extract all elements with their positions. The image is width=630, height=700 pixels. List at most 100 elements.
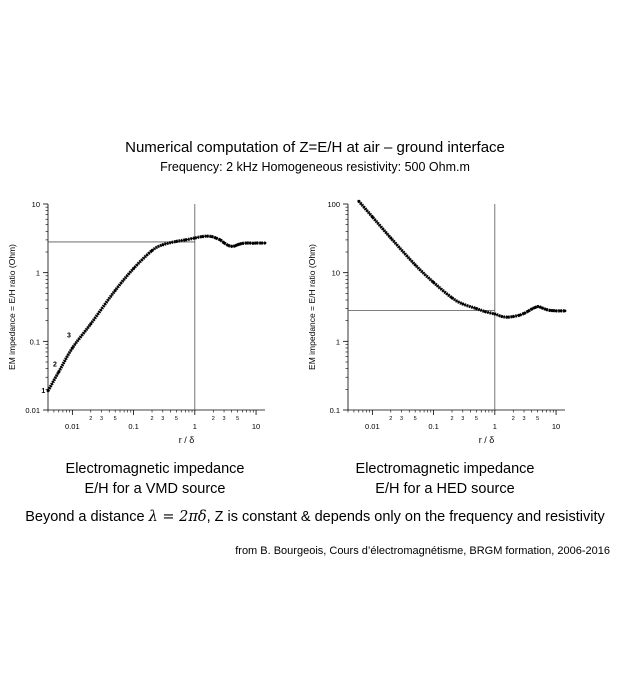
y-tick-label: 0.1	[330, 406, 340, 415]
curve-point-label: 1	[41, 388, 45, 395]
vmd-caption-line-2: E/H for a VMD source	[84, 481, 226, 497]
x-tick-label: 0.1	[428, 422, 438, 431]
impedance-data-point	[500, 315, 504, 318]
impedance-data-point	[233, 244, 237, 248]
impedance-data-point	[538, 305, 542, 309]
impedance-data-point	[533, 306, 537, 309]
vmd-chart-caption: Electromagnetic impedance E/H for a VMD …	[10, 459, 300, 499]
x-axis-title: r / δ	[179, 435, 195, 445]
impedance-data-point	[536, 305, 540, 309]
impedance-data-point	[505, 315, 509, 319]
x-tick-label: 0.01	[65, 422, 80, 431]
impedance-data-point	[241, 241, 244, 245]
conclusion-statement: Beyond a distance λ = 2πδ, Z is constant…	[0, 509, 630, 525]
x-tick-label: 1	[493, 422, 497, 431]
impedance-data-point	[545, 308, 548, 311]
wavelength-formula: λ = 2πδ	[148, 509, 207, 525]
impedance-data-point	[541, 306, 544, 310]
impedance-data-point	[413, 263, 417, 267]
x-minor-tick-label: 5	[536, 416, 539, 422]
page-title: Numerical computation of Z=E/H at air – …	[125, 139, 505, 156]
x-minor-tick-label: 3	[523, 416, 526, 422]
impedance-data-point	[251, 241, 255, 245]
impedance-data-point	[200, 235, 204, 239]
x-minor-tick-label: 3	[400, 416, 403, 422]
impedance-data-point	[248, 241, 252, 245]
conclusion-text-end: , Z is constant & depends only on the fr…	[206, 509, 605, 525]
impedance-data-point	[551, 309, 555, 313]
impedance-data-point	[238, 242, 242, 246]
y-tick-label: 1	[36, 269, 40, 278]
conclusion-text-start: Beyond a distance	[25, 509, 149, 525]
impedance-data-point	[563, 309, 567, 313]
x-tick-label: 1	[193, 422, 197, 431]
hed-chart-caption: Electromagnetic impedance E/H for a HED …	[300, 459, 590, 499]
impedance-data-point	[183, 238, 187, 242]
vmd-caption-line-1: Electromagnetic impedance	[65, 461, 245, 477]
x-tick-label: 0.1	[128, 422, 138, 431]
x-minor-tick-label: 2	[512, 416, 515, 422]
impedance-data-point	[259, 241, 263, 245]
x-tick-label: 10	[252, 422, 260, 431]
x-minor-tick-label: 5	[236, 416, 239, 422]
x-tick-label: 0.01	[365, 422, 380, 431]
impedance-data-point	[236, 243, 240, 247]
impedance-data-point	[263, 241, 267, 245]
source-attribution: from B. Bourgeois, Cours d’électromagnét…	[235, 545, 610, 557]
y-tick-label: 100	[327, 200, 340, 209]
y-tick-label: 1	[336, 337, 340, 346]
hed-caption-line-2: E/H for a HED source	[375, 481, 515, 497]
x-minor-tick-label: 5	[175, 416, 178, 422]
x-minor-tick-label: 2	[389, 416, 392, 422]
impedance-data-point	[432, 281, 435, 284]
impedance-data-point	[205, 234, 209, 238]
hed-impedance-chart: 0.1 1 10 100 2 3 5 2 3 5 2 3 5 0.01 0.1 1 10 r / δ EM impe…	[307, 199, 567, 445]
y-axis-title: EM impedance = E/H ratio (Ohm)	[307, 244, 317, 370]
impedance-data-point	[483, 310, 487, 314]
impedance-data-point	[548, 309, 552, 312]
y-tick-label: 0.1	[30, 337, 40, 346]
y-tick-label: 10	[32, 200, 40, 209]
impedance-data-point	[370, 215, 374, 219]
x-minor-tick-label: 5	[475, 416, 478, 422]
impedance-data-point	[230, 244, 234, 248]
y-axis-title: EM impedance = E/H ratio (Ohm)	[7, 244, 17, 370]
x-minor-tick-label: 2	[212, 416, 215, 422]
y-tick-label: 10	[332, 269, 340, 278]
impedance-data-point	[46, 389, 50, 393]
impedance-data-point	[389, 236, 393, 240]
impedance-data-point	[493, 312, 497, 316]
impedance-data-point	[450, 296, 454, 300]
x-minor-tick-label: 3	[461, 416, 464, 422]
impedance-curve-band	[357, 200, 565, 319]
x-minor-tick-label: 2	[150, 416, 153, 422]
x-tick-label: 10	[552, 422, 560, 431]
impedance-curve-line	[47, 235, 265, 392]
impedance-data-point	[222, 241, 226, 245]
impedance-data-point	[511, 315, 515, 318]
impedance-data-point	[245, 241, 248, 245]
impedance-data-point	[357, 199, 361, 203]
x-axis-title: r / δ	[479, 435, 495, 445]
x-minor-tick-label: 2	[89, 416, 92, 422]
impedance-data-point	[522, 312, 526, 315]
impedance-data-point	[554, 309, 558, 313]
impedance-data-point	[526, 309, 530, 313]
vmd-impedance-chart: 0.01 0.1 1 10 2 3 5 2 3 5 2 3 5 0.01 0.1 1 10 1 2 3 r / δ EM …	[7, 200, 267, 445]
x-minor-tick-label: 3	[223, 416, 226, 422]
impedance-data-point	[530, 307, 534, 311]
impedance-data-point	[89, 322, 93, 326]
impedance-data-point	[461, 302, 465, 306]
impedance-data-point	[210, 235, 214, 239]
impedance-data-point	[174, 240, 178, 243]
impedance-data-point	[150, 249, 154, 252]
x-minor-tick-label: 3	[161, 416, 164, 422]
impedance-data-point	[161, 243, 165, 247]
x-minor-tick-label: 5	[114, 416, 117, 422]
impedance-data-point	[113, 289, 117, 292]
impedance-data-point	[70, 346, 74, 350]
impedance-curve-band	[46, 234, 265, 392]
impedance-data-point	[226, 243, 230, 247]
x-minor-tick-label: 3	[100, 416, 103, 422]
impedance-data-point	[214, 236, 218, 240]
